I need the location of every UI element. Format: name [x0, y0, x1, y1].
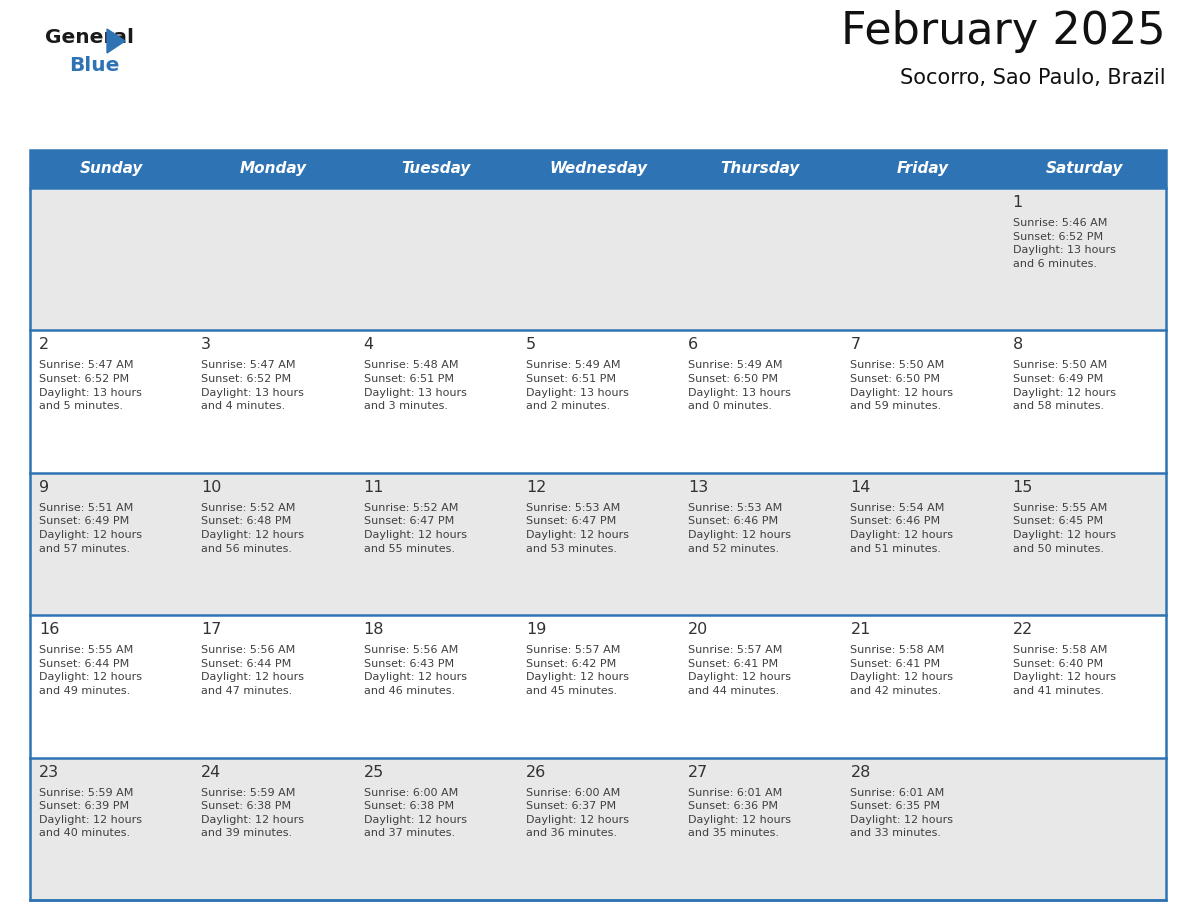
Text: 6: 6 [688, 338, 699, 353]
Text: 28: 28 [851, 765, 871, 779]
Text: Sunrise: 5:47 AM
Sunset: 6:52 PM
Daylight: 13 hours
and 5 minutes.: Sunrise: 5:47 AM Sunset: 6:52 PM Dayligh… [39, 361, 141, 411]
Text: 9: 9 [39, 480, 49, 495]
Polygon shape [107, 29, 125, 53]
Text: 19: 19 [526, 622, 546, 637]
Bar [30, 188, 1165, 330]
Text: 21: 21 [851, 622, 871, 637]
Text: 2: 2 [39, 338, 49, 353]
Text: Sunrise: 5:59 AM
Sunset: 6:38 PM
Daylight: 12 hours
and 39 minutes.: Sunrise: 5:59 AM Sunset: 6:38 PM Dayligh… [201, 788, 304, 838]
Text: Socorro, Sao Paulo, Brazil: Socorro, Sao Paulo, Brazil [901, 68, 1165, 88]
Bar [30, 330, 1165, 473]
Text: 22: 22 [1012, 622, 1032, 637]
Text: 27: 27 [688, 765, 708, 779]
Text: Sunrise: 5:52 AM
Sunset: 6:47 PM
Daylight: 12 hours
and 55 minutes.: Sunrise: 5:52 AM Sunset: 6:47 PM Dayligh… [364, 503, 467, 554]
Text: Sunrise: 5:57 AM
Sunset: 6:42 PM
Daylight: 12 hours
and 45 minutes.: Sunrise: 5:57 AM Sunset: 6:42 PM Dayligh… [526, 645, 628, 696]
Text: Sunrise: 5:51 AM
Sunset: 6:49 PM
Daylight: 12 hours
and 57 minutes.: Sunrise: 5:51 AM Sunset: 6:49 PM Dayligh… [39, 503, 143, 554]
Text: Sunrise: 6:01 AM
Sunset: 6:36 PM
Daylight: 12 hours
and 35 minutes.: Sunrise: 6:01 AM Sunset: 6:36 PM Dayligh… [688, 788, 791, 838]
Text: Sunrise: 5:48 AM
Sunset: 6:51 PM
Daylight: 13 hours
and 3 minutes.: Sunrise: 5:48 AM Sunset: 6:51 PM Dayligh… [364, 361, 467, 411]
Text: 24: 24 [201, 765, 221, 779]
Text: Sunrise: 5:49 AM
Sunset: 6:51 PM
Daylight: 13 hours
and 2 minutes.: Sunrise: 5:49 AM Sunset: 6:51 PM Dayligh… [526, 361, 628, 411]
Text: 1: 1 [1012, 195, 1023, 210]
Text: 3: 3 [201, 338, 211, 353]
Text: February 2025: February 2025 [841, 10, 1165, 53]
Text: 23: 23 [39, 765, 59, 779]
Text: 16: 16 [39, 622, 59, 637]
Text: 8: 8 [1012, 338, 1023, 353]
Text: Sunrise: 5:46 AM
Sunset: 6:52 PM
Daylight: 13 hours
and 6 minutes.: Sunrise: 5:46 AM Sunset: 6:52 PM Dayligh… [1012, 218, 1116, 269]
Text: 4: 4 [364, 338, 374, 353]
Text: Sunrise: 5:58 AM
Sunset: 6:41 PM
Daylight: 12 hours
and 42 minutes.: Sunrise: 5:58 AM Sunset: 6:41 PM Dayligh… [851, 645, 954, 696]
Text: 12: 12 [526, 480, 546, 495]
Text: 26: 26 [526, 765, 546, 779]
Text: Blue: Blue [69, 56, 119, 75]
Text: Monday: Monday [240, 162, 307, 176]
Text: Sunrise: 5:47 AM
Sunset: 6:52 PM
Daylight: 13 hours
and 4 minutes.: Sunrise: 5:47 AM Sunset: 6:52 PM Dayligh… [201, 361, 304, 411]
Bar [30, 150, 1165, 900]
Text: Sunrise: 6:00 AM
Sunset: 6:38 PM
Daylight: 12 hours
and 37 minutes.: Sunrise: 6:00 AM Sunset: 6:38 PM Dayligh… [364, 788, 467, 838]
Text: Sunrise: 5:56 AM
Sunset: 6:43 PM
Daylight: 12 hours
and 46 minutes.: Sunrise: 5:56 AM Sunset: 6:43 PM Dayligh… [364, 645, 467, 696]
Bar [30, 473, 1165, 615]
Text: Sunrise: 5:59 AM
Sunset: 6:39 PM
Daylight: 12 hours
and 40 minutes.: Sunrise: 5:59 AM Sunset: 6:39 PM Dayligh… [39, 788, 143, 838]
Text: Sunrise: 5:49 AM
Sunset: 6:50 PM
Daylight: 13 hours
and 0 minutes.: Sunrise: 5:49 AM Sunset: 6:50 PM Dayligh… [688, 361, 791, 411]
Text: Sunrise: 5:55 AM
Sunset: 6:45 PM
Daylight: 12 hours
and 50 minutes.: Sunrise: 5:55 AM Sunset: 6:45 PM Dayligh… [1012, 503, 1116, 554]
Text: Sunrise: 6:00 AM
Sunset: 6:37 PM
Daylight: 12 hours
and 36 minutes.: Sunrise: 6:00 AM Sunset: 6:37 PM Dayligh… [526, 788, 628, 838]
Text: Sunrise: 5:56 AM
Sunset: 6:44 PM
Daylight: 12 hours
and 47 minutes.: Sunrise: 5:56 AM Sunset: 6:44 PM Dayligh… [201, 645, 304, 696]
Text: Friday: Friday [897, 162, 949, 176]
Text: 13: 13 [688, 480, 708, 495]
Text: Tuesday: Tuesday [402, 162, 470, 176]
Text: Sunday: Sunday [80, 162, 143, 176]
Text: Sunrise: 5:58 AM
Sunset: 6:40 PM
Daylight: 12 hours
and 41 minutes.: Sunrise: 5:58 AM Sunset: 6:40 PM Dayligh… [1012, 645, 1116, 696]
Text: 14: 14 [851, 480, 871, 495]
Text: Saturday: Saturday [1047, 162, 1124, 176]
Text: 18: 18 [364, 622, 384, 637]
Text: Wednesday: Wednesday [549, 162, 647, 176]
Text: 25: 25 [364, 765, 384, 779]
Text: Sunrise: 5:57 AM
Sunset: 6:41 PM
Daylight: 12 hours
and 44 minutes.: Sunrise: 5:57 AM Sunset: 6:41 PM Dayligh… [688, 645, 791, 696]
Bar [30, 150, 1165, 188]
Text: General: General [45, 28, 134, 47]
Text: 11: 11 [364, 480, 384, 495]
Bar [30, 757, 1165, 900]
Text: 17: 17 [201, 622, 222, 637]
Text: Sunrise: 5:54 AM
Sunset: 6:46 PM
Daylight: 12 hours
and 51 minutes.: Sunrise: 5:54 AM Sunset: 6:46 PM Dayligh… [851, 503, 954, 554]
Text: Sunrise: 5:55 AM
Sunset: 6:44 PM
Daylight: 12 hours
and 49 minutes.: Sunrise: 5:55 AM Sunset: 6:44 PM Dayligh… [39, 645, 143, 696]
Text: Sunrise: 5:50 AM
Sunset: 6:50 PM
Daylight: 12 hours
and 59 minutes.: Sunrise: 5:50 AM Sunset: 6:50 PM Dayligh… [851, 361, 954, 411]
Text: 7: 7 [851, 338, 860, 353]
Bar [30, 615, 1165, 757]
Text: 15: 15 [1012, 480, 1034, 495]
Text: Sunrise: 5:53 AM
Sunset: 6:46 PM
Daylight: 12 hours
and 52 minutes.: Sunrise: 5:53 AM Sunset: 6:46 PM Dayligh… [688, 503, 791, 554]
Text: Thursday: Thursday [721, 162, 800, 176]
Text: 5: 5 [526, 338, 536, 353]
Text: Sunrise: 5:52 AM
Sunset: 6:48 PM
Daylight: 12 hours
and 56 minutes.: Sunrise: 5:52 AM Sunset: 6:48 PM Dayligh… [201, 503, 304, 554]
Text: Sunrise: 6:01 AM
Sunset: 6:35 PM
Daylight: 12 hours
and 33 minutes.: Sunrise: 6:01 AM Sunset: 6:35 PM Dayligh… [851, 788, 954, 838]
Text: Sunrise: 5:53 AM
Sunset: 6:47 PM
Daylight: 12 hours
and 53 minutes.: Sunrise: 5:53 AM Sunset: 6:47 PM Dayligh… [526, 503, 628, 554]
Text: 20: 20 [688, 622, 708, 637]
Text: 10: 10 [201, 480, 222, 495]
Text: Sunrise: 5:50 AM
Sunset: 6:49 PM
Daylight: 12 hours
and 58 minutes.: Sunrise: 5:50 AM Sunset: 6:49 PM Dayligh… [1012, 361, 1116, 411]
